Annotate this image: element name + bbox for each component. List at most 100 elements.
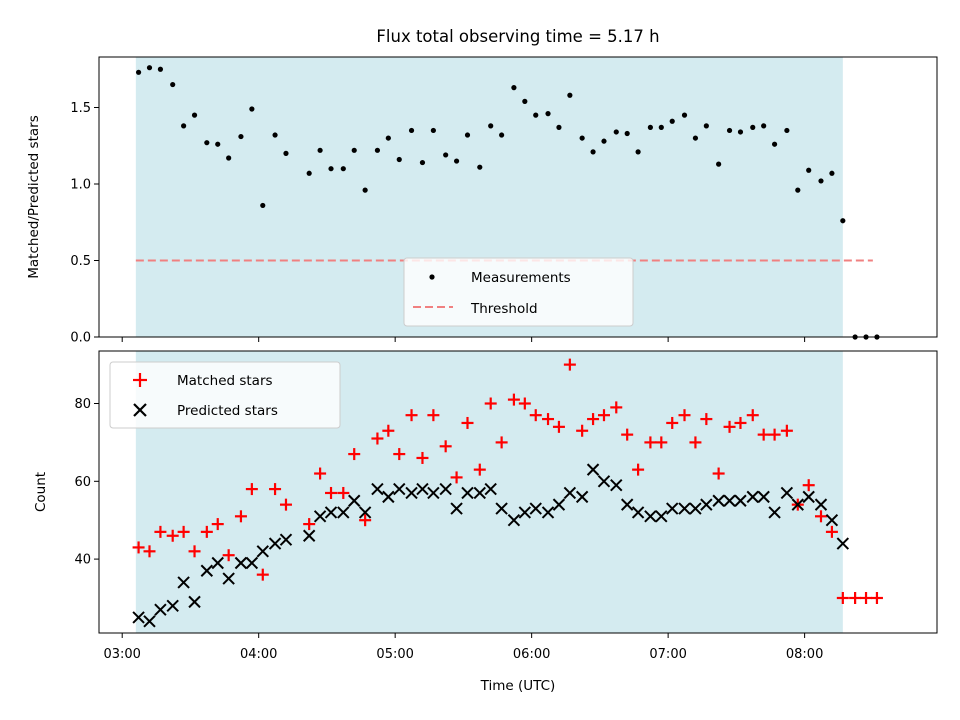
measurements-point [340,166,346,172]
matched-stars-point [518,397,531,410]
matched-stars-point [314,467,327,480]
predicted-stars-point-b [405,486,418,500]
measurements-point [613,129,619,135]
measurements-point [590,149,596,155]
predicted-stars-point [541,506,555,519]
predicted-stars-point-b [222,572,235,585]
counts-axes-frame [98,350,938,634]
matched-stars-point [450,471,463,484]
predicted-stars-point [154,603,167,616]
predicted-stars-point [575,490,589,504]
predicted-stars-point [348,494,361,507]
measurements-point [567,92,573,98]
measurements-point [191,112,198,118]
predicted-stars-point-b [757,490,770,504]
predicted-stars-point-b [188,595,201,609]
measurements-point [374,147,381,153]
predicted-stars-point [586,463,600,476]
predicted-stars-point-b [586,463,600,476]
predicted-stars-point-b [268,537,282,550]
measurements-point [533,112,539,118]
measurements-point [396,156,402,163]
matched-stars-point [416,451,429,464]
predicted-stars-point [552,498,566,511]
ratio-axes-frame [98,56,938,338]
matched-stars-point [484,397,497,410]
chart-title: Flux total observing time = 5.17 h [376,27,659,46]
matched-stars-point [757,428,770,441]
matched-stars-point [621,428,634,441]
predicted-stars-point-b [371,482,384,496]
y-tick-label: 80 [74,397,91,412]
matched-stars-point [337,486,350,499]
matched-stars-point [143,545,156,558]
measurements-point [328,166,334,172]
x-tick-label: 06:00 [513,647,550,662]
predicted-stars-point [143,615,156,628]
predicted-stars-point [461,486,474,500]
measurements-point [249,106,255,112]
matched-stars-point [234,510,247,523]
predicted-stars-point [337,506,350,519]
predicted-stars-point-b [358,506,372,519]
predicted-stars-point [358,506,372,519]
measurements-point [488,123,494,129]
measurements-point [443,152,449,158]
predicted-stars-point [768,506,781,519]
predicted-stars-point-b [620,498,634,511]
measurements-point [385,135,391,141]
predicted-stars-point [439,482,452,496]
matched-stars-point [132,541,145,554]
predicted-stars-point [200,564,214,577]
predicted-stars-point-b [393,482,406,496]
measurements-point [556,124,562,130]
matched-stars-point [177,525,190,538]
measurements-point [477,164,483,170]
legend-marker-measurements [429,274,435,280]
matched-stars-point [200,525,213,538]
y-tick-label: 1.0 [70,177,91,192]
measurements-point [464,132,471,138]
measurements-point [579,135,585,141]
predicted-stars-point [825,513,839,527]
counts-panel: 40 60 80 03:00 04:00 05:00 06:00 07:00 08:00 Co… [33,350,938,694]
matched-stars-point [371,432,384,445]
measurements-point [351,147,357,153]
predicted-stars-point-b [655,510,668,523]
matched-stars-point [405,409,418,422]
predicted-stars-point-b [746,490,759,504]
predicted-stars-point-b [780,486,794,500]
predicted-stars-point-b [211,556,224,570]
predicted-stars-point-b [597,475,611,488]
predicted-stars-point-b [473,486,486,500]
matched-stars-point [849,591,862,604]
predicted-stars-point-b [552,498,566,511]
matched-stars-point [269,483,282,496]
measurements-point [716,161,722,167]
measurements-point [692,135,699,141]
measurements-point [283,150,289,156]
matched-stars-point [552,420,565,433]
predicted-stars-point-b [802,490,815,504]
predicted-stars-point-b [734,494,747,507]
predicted-stars-point [814,498,828,511]
measurements-point [408,127,415,134]
predicted-stars-point-b [200,564,214,577]
matched-stars-point [836,591,849,604]
matched-stars-point [610,401,623,414]
predicted-stars-point-b [791,498,804,511]
matched-stars-point [746,409,759,422]
predicted-stars-point [166,599,179,612]
ratio-ylabel: Matched/Predicted stars [26,115,42,278]
x-tick-label: 07:00 [649,647,686,662]
matched-stars-point [222,549,235,562]
matched-stars-point [529,409,542,422]
measurements-point [453,158,460,164]
matched-stars-point [495,436,508,449]
matched-stars-point [734,416,747,429]
predicted-stars-point-b [302,529,316,542]
predicted-stars-point-b [768,506,781,519]
matched-stars-point [348,448,361,461]
measurements-point [430,127,436,134]
measurements-point [681,112,688,118]
